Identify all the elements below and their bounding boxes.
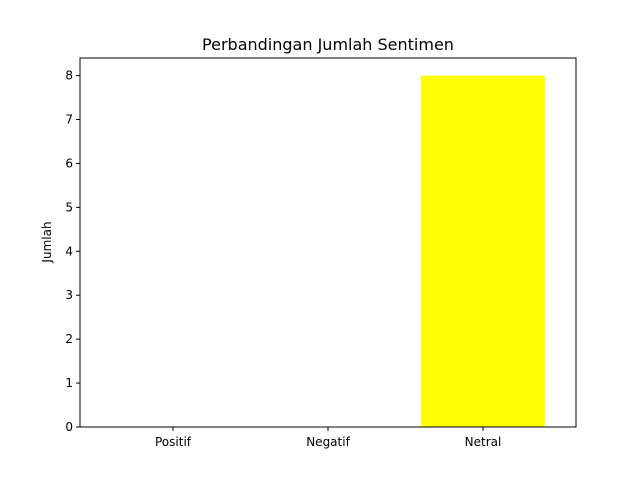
x-tick-label: Negatif [306,435,350,449]
y-tick-label: 3 [65,288,73,302]
y-tick-label: 7 [65,113,73,127]
y-tick-label: 5 [65,200,73,214]
y-tick-label: 6 [65,156,73,170]
y-tick-label: 4 [65,244,73,258]
bars-layer [421,75,545,428]
x-tick-label: Netral [465,435,502,449]
y-tick-label: 8 [65,69,73,83]
x-tick-label: Positif [155,435,192,449]
y-tick-label: 0 [65,420,73,434]
y-axis-label: Jumlah [40,221,54,263]
ticks-layer: 0 1 2 3 4 5 6 7 8 Positif Negatif Netral [65,69,501,449]
y-tick-label: 1 [65,376,73,390]
y-tick-label: 2 [65,332,73,346]
chart-title: Perbandingan Jumlah Sentimen [202,35,454,54]
bar-netral [421,75,545,428]
